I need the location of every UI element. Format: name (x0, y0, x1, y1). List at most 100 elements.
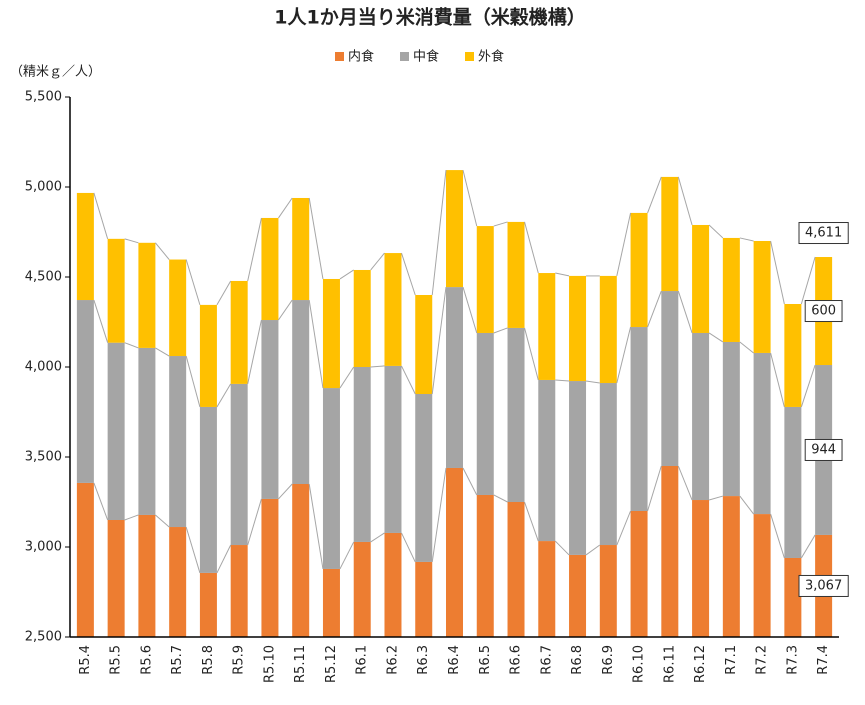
series-connector (739, 237, 754, 242)
bar-segment (753, 352, 771, 515)
bar-segment (538, 273, 556, 380)
series-connector (493, 327, 508, 334)
series-connector (370, 532, 385, 543)
x-tick-label: R7.2 (755, 645, 770, 675)
bar-segment (107, 520, 125, 637)
bar-segment (384, 532, 402, 637)
bar-segment (569, 381, 587, 555)
series-connector (555, 272, 570, 277)
bar-segment (599, 275, 617, 384)
bar-segment (661, 176, 679, 292)
bar-segment (507, 327, 525, 502)
series-connector (585, 380, 600, 384)
series-connector (647, 465, 662, 512)
bar-segment (292, 197, 310, 301)
y-tick-label: 5,500 (25, 90, 62, 105)
series-connector (677, 176, 693, 226)
series-connector (616, 326, 632, 384)
bar-segment (138, 514, 156, 637)
bar-segment (292, 484, 310, 637)
y-tick-label: 4,500 (25, 270, 62, 285)
data-label-box (804, 438, 843, 461)
bar-segment (322, 278, 340, 389)
series-connector (216, 280, 232, 306)
bar-segment (199, 406, 217, 573)
series-connector (524, 327, 539, 381)
bar-segment (722, 496, 740, 637)
x-tick-label: R5.4 (78, 645, 93, 675)
data-label: 3,067 (805, 578, 842, 593)
bar-segment (353, 541, 371, 637)
bar-segment (692, 500, 710, 637)
bar-segment (230, 280, 248, 384)
bar-segment (76, 300, 94, 483)
bar-segment (138, 242, 156, 348)
y-tick-label: 2,500 (25, 630, 62, 645)
x-tick-label: R5.12 (324, 645, 339, 683)
bar-segment (476, 494, 494, 637)
x-tick-label: R5.8 (201, 645, 216, 675)
series-connector (462, 467, 478, 496)
series-connector (739, 495, 754, 515)
bar-segment (107, 238, 125, 343)
series-connector (555, 379, 570, 382)
series-connector (247, 498, 262, 546)
series-connector (677, 290, 693, 334)
y-tick-label: 5,000 (25, 180, 62, 195)
y-tick-label: 3,000 (25, 540, 62, 555)
bar-segment (692, 224, 710, 333)
series-connector (770, 352, 785, 408)
series-connector (93, 192, 109, 239)
bar-segment (415, 295, 433, 394)
bar-segment (538, 379, 556, 542)
x-tick-label: R6.12 (693, 645, 708, 683)
series-connector (431, 467, 447, 563)
x-tick-label: R5.11 (293, 645, 308, 683)
series-connector (124, 342, 139, 349)
legend-swatch (465, 52, 474, 61)
bar-segment (784, 304, 802, 407)
bar-segment (722, 237, 740, 342)
x-tick-label: R6.8 (570, 645, 585, 675)
x-tick-label: R6.2 (385, 645, 400, 675)
bar-segment (569, 275, 587, 382)
series-connector (185, 259, 201, 306)
series-connector (616, 212, 632, 277)
bar-segment (476, 226, 494, 333)
bar-segment (322, 388, 340, 569)
series-connector (708, 332, 724, 343)
bar-segment (261, 498, 279, 637)
series-connector (401, 252, 416, 296)
x-tick-label: R6.7 (539, 645, 554, 675)
legend-label: 内食 (348, 49, 374, 65)
bar-segment (753, 514, 771, 637)
series-connector (800, 534, 816, 559)
series-connector (493, 221, 508, 227)
series-connector (185, 355, 201, 408)
legend-swatch (400, 52, 409, 61)
legend-label: 外食 (478, 49, 504, 65)
bar-segment (722, 341, 740, 497)
bar-segment (507, 221, 525, 328)
bar-segment (415, 394, 433, 562)
bar-segment (784, 557, 802, 637)
bar-segment (630, 511, 648, 637)
series-connector (155, 347, 170, 357)
bar-segment (446, 170, 463, 288)
series-connector (339, 366, 355, 389)
series-connector (739, 341, 754, 354)
bar-segment (415, 561, 433, 637)
series-connector (155, 242, 170, 260)
data-label: 944 (811, 442, 836, 457)
series-connector (431, 170, 447, 296)
chart-title: 1人1か月当り米消費量（米穀機構） (274, 6, 585, 29)
bar-segment (599, 545, 617, 637)
bar-segment (384, 365, 402, 533)
bar-segment (753, 241, 771, 353)
series-connector (647, 176, 662, 214)
series-connector (185, 526, 201, 574)
series-connector (370, 252, 385, 271)
bar-segment (784, 406, 802, 558)
series-connector (124, 514, 139, 521)
